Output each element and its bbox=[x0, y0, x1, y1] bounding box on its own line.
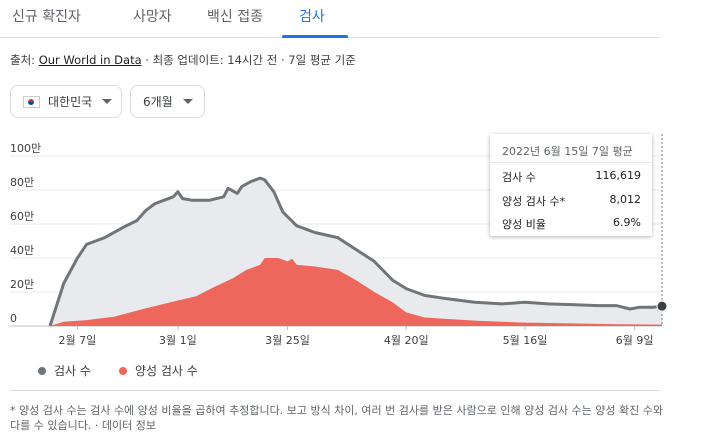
footnote-separator: · bbox=[91, 419, 102, 432]
tooltip-divider bbox=[490, 162, 652, 163]
tooltip-tests-value: 116,619 bbox=[595, 169, 642, 182]
y-tick-label: 60만 bbox=[10, 210, 34, 223]
x-tick-label: 2월 7일 bbox=[59, 333, 97, 347]
x-tick-label: 5월 16일 bbox=[503, 333, 548, 347]
legend-label-tests: 검사 수 bbox=[54, 364, 91, 378]
tests-chart[interactable]: 0 20만 40만 60만 80만 100만 2월 7일 3월 1일 3월 25일 4월 20일… bbox=[0, 128, 712, 354]
tooltip-positive-value: 8,012 bbox=[609, 193, 642, 206]
period-select[interactable]: 6개월 bbox=[130, 85, 205, 118]
tests-line bbox=[48, 176, 663, 327]
korea-flag-icon bbox=[23, 95, 40, 108]
footnote-text: * 양성 검사 수는 검사 수에 양성 비율을 곱하여 추정합니다. 보고 방식… bbox=[10, 404, 664, 432]
tooltip-row-tests: 검사 수 116,619 bbox=[502, 169, 641, 185]
tooltip-rate-value: 6.9% bbox=[613, 216, 641, 229]
legend-dot-tests bbox=[38, 366, 46, 375]
footer-divider bbox=[10, 390, 660, 391]
tooltip-date: 2022년 6월 15일 7일 평균 bbox=[502, 145, 633, 158]
positive-area bbox=[50, 258, 662, 326]
tooltip-row-rate: 양성 비율 6.9% bbox=[502, 216, 641, 232]
y-tick-label: 40만 bbox=[10, 244, 34, 257]
y-tick-label: 80만 bbox=[10, 176, 34, 189]
tab-tests[interactable]: 검사 bbox=[299, 9, 325, 25]
chart-legend: 검사 수 양성 검사 수 bbox=[38, 362, 226, 379]
footnote: * 양성 검사 수는 검사 수에 양성 비율을 곱하여 추정합니다. 보고 방식… bbox=[10, 403, 670, 433]
source-prefix: 출처: bbox=[10, 53, 39, 67]
x-axis-ticks: 2월 7일 3월 1일 3월 25일 4월 20일 5월 16일 6월 9일 bbox=[59, 326, 654, 347]
legend-item-positive[interactable]: 양성 검사 수 bbox=[118, 362, 198, 379]
source-link[interactable]: Our World in Data bbox=[38, 53, 142, 67]
tooltip-row-positive: 양성 검사 수* 8,012 bbox=[502, 193, 641, 209]
tab-vaccinations[interactable]: 백신 접종 bbox=[207, 9, 263, 25]
legend-dot-positive bbox=[118, 366, 127, 375]
y-tick-label: 100만 bbox=[10, 142, 41, 155]
legend-label-positive: 양성 검사 수 bbox=[134, 364, 198, 378]
data-info-link[interactable]: 데이터 정보 bbox=[101, 419, 156, 432]
y-tick-label: 20만 bbox=[10, 278, 34, 291]
tooltip-positive-label: 양성 검사 수* bbox=[502, 195, 566, 208]
country-select-label: 대한민국 bbox=[48, 95, 93, 109]
chart-tooltip: 2022년 6월 15일 7일 평균 검사 수 116,619 양성 검사 수*… bbox=[490, 134, 652, 236]
source-line: 출처: Our World in Data · 최종 업데이트: 14시간 전 … bbox=[10, 52, 356, 68]
source-suffix: · 최종 업데이트: 14시간 전 · 7일 평균 기준 bbox=[141, 53, 356, 67]
y-axis-ticks: 0 20만 40만 60만 80만 100만 bbox=[10, 142, 41, 325]
x-tick-label: 4월 20일 bbox=[384, 333, 429, 347]
tab-deaths[interactable]: 사망자 bbox=[133, 9, 172, 25]
tab-bar: 신규 확진자 사망자 백신 접종 검사 bbox=[0, 0, 660, 38]
tests-area bbox=[50, 178, 662, 326]
x-tick-label: 3월 1일 bbox=[159, 333, 197, 347]
x-tick-label: 3월 25일 bbox=[265, 333, 310, 347]
x-tick-label: 6월 9일 bbox=[616, 333, 654, 347]
hover-point bbox=[656, 300, 668, 312]
period-select-label: 6개월 bbox=[143, 95, 173, 109]
y-tick-label: 0 bbox=[10, 312, 17, 325]
active-tab-indicator bbox=[282, 35, 348, 38]
country-select[interactable]: 대한민국 bbox=[10, 85, 122, 118]
chevron-down-icon bbox=[102, 99, 113, 104]
legend-item-tests[interactable]: 검사 수 bbox=[38, 362, 91, 379]
tooltip-rate-label: 양성 비율 bbox=[502, 218, 546, 231]
tooltip-tests-label: 검사 수 bbox=[502, 171, 536, 184]
tab-new-cases[interactable]: 신규 확진자 bbox=[12, 9, 81, 25]
chevron-down-icon bbox=[182, 99, 193, 104]
